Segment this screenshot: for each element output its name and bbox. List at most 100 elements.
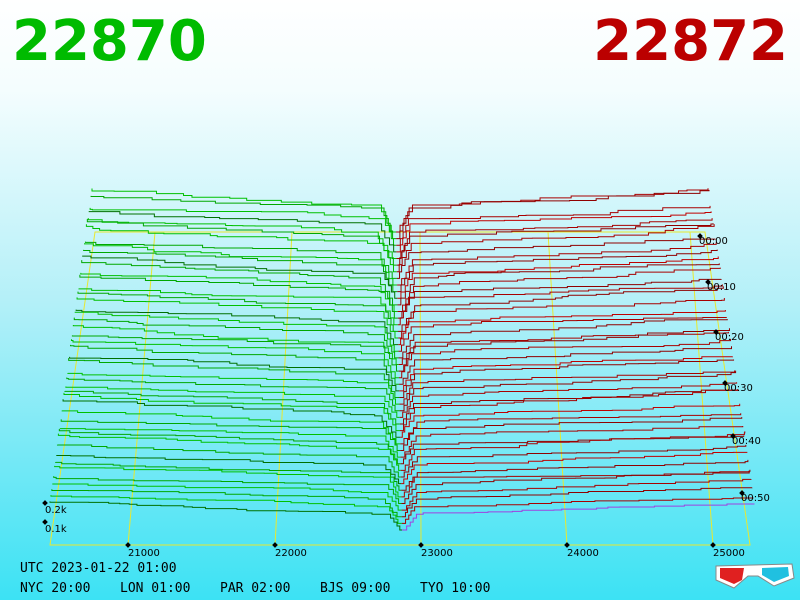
time-tick-marker <box>722 380 728 386</box>
time-tick-label: 00:40 <box>732 436 761 447</box>
ask-depth-line <box>397 267 721 312</box>
time-tick-label: 00:30 <box>724 383 753 394</box>
price-tick-label: 23000 <box>421 548 453 559</box>
ask-depth-line <box>398 310 726 346</box>
bid-depth-line <box>57 433 401 471</box>
city-clock: BJS 09:00 <box>320 581 390 596</box>
ask-depth-line <box>397 249 718 293</box>
ask-depth-line <box>396 223 714 266</box>
bid-depth-line <box>84 243 398 286</box>
ask-depth-line <box>400 425 744 458</box>
city-clock: LON 01:00 <box>120 581 190 596</box>
ask-depth-line <box>400 431 746 471</box>
time-tick-marker <box>713 329 719 335</box>
ask-depth-line <box>401 487 753 518</box>
price-tick-marker <box>272 542 278 548</box>
ask-depth-line <box>402 503 755 531</box>
ask-depth-line <box>396 211 712 253</box>
ask-depth-line <box>397 242 717 286</box>
bid-depth-line <box>59 428 401 458</box>
city-clocks: NYC 20:00 LON 01:00 PAR 02:00 BJS 09:00 TYO … <box>20 581 490 596</box>
ask-depth-line <box>399 389 739 425</box>
price-tick-marker <box>418 542 424 548</box>
bid-depth-line <box>49 501 402 531</box>
price-grid-line <box>547 231 568 546</box>
bid-depth-line <box>65 386 400 418</box>
depth-lines <box>49 188 755 531</box>
price-tick-marker <box>125 542 131 548</box>
price-tick-marker <box>710 542 716 548</box>
ask-depth-line <box>401 469 751 505</box>
bid-depth-line <box>81 260 398 306</box>
ask-depth-line <box>399 359 735 399</box>
time-tick-marker <box>739 490 745 496</box>
ask-depth-line <box>398 297 725 339</box>
bid-depth-line <box>82 255 398 299</box>
bid-depth-line <box>56 444 401 478</box>
ask-depth-line <box>397 278 722 319</box>
bid-depth-line <box>71 335 399 372</box>
ask-depth-line <box>401 451 748 485</box>
ask-depth-line <box>398 319 728 359</box>
ask-depth-line <box>396 189 710 240</box>
price-grid-line <box>689 231 714 546</box>
ask-depth-line <box>398 286 724 332</box>
price-tick-label: 21000 <box>128 548 160 559</box>
bid-depth-line <box>67 372 400 405</box>
ask-depth-line <box>401 478 752 511</box>
city-clock: TYO 10:00 <box>420 581 490 596</box>
time-tick-marker <box>705 279 711 285</box>
bid-depth-line <box>74 311 399 352</box>
bid-depth-line <box>61 410 401 445</box>
ask-depth-line <box>396 205 711 246</box>
ask-depth-line <box>396 218 713 259</box>
time-tick-marker <box>697 233 703 239</box>
bid-depth-line <box>79 274 398 319</box>
time-tick-label: 00:50 <box>741 493 770 504</box>
bid-depth-line <box>76 297 399 339</box>
ask-depth-line <box>398 338 731 379</box>
ask-depth-line <box>397 263 720 306</box>
depth-tick-label: 0.1k <box>45 524 67 535</box>
time-tick-marker <box>730 433 736 439</box>
bid-depth-line <box>72 324 399 365</box>
bid-depth-line <box>66 377 400 412</box>
ask-depth-line <box>399 370 737 412</box>
ask-depth-line <box>398 317 727 352</box>
city-clock: PAR 02:00 <box>220 581 290 596</box>
bid-depth-line <box>73 317 399 359</box>
ask-depth-line <box>396 238 716 279</box>
ask-depth-line <box>396 224 715 273</box>
bid-depth-line <box>70 339 399 379</box>
price-tick-label: 22000 <box>275 548 307 559</box>
bid-depth-line <box>63 392 400 432</box>
ask-depth-line <box>399 346 733 385</box>
price-grid-line <box>274 231 293 546</box>
ask-depth-line <box>400 403 741 438</box>
ask-depth-line <box>399 370 736 405</box>
bid-depth-line <box>52 483 402 511</box>
bid-depth-line <box>85 224 397 273</box>
ask-depth-line <box>398 331 729 365</box>
bid-depth-line <box>54 465 402 498</box>
bid-depth-line <box>58 429 401 465</box>
city-clock: NYC 20:00 <box>20 581 90 596</box>
ask-depth-line <box>400 444 747 478</box>
bid-depth-line <box>69 356 400 392</box>
bid-depth-line <box>60 419 401 452</box>
ask-depth-line <box>400 389 740 432</box>
depth-tick-label: 0.2k <box>45 505 67 516</box>
bid-depth-line <box>50 495 402 524</box>
bid-depth-line <box>51 489 402 518</box>
bid-depth-line <box>62 399 401 438</box>
red-lens <box>720 568 744 584</box>
time-tick-label: 00:10 <box>707 282 736 293</box>
ask-depth-line <box>401 470 750 498</box>
axis-labels: 21000 22000 23000 24000 25000 0.2k 0.1k 00:00 00… <box>42 233 770 559</box>
utc-clock: UTC 2023-01-22 01:00 <box>20 561 177 576</box>
time-tick-label: 00:20 <box>715 332 744 343</box>
bid-depth-line <box>53 476 402 505</box>
ask-depth-line <box>401 497 754 524</box>
